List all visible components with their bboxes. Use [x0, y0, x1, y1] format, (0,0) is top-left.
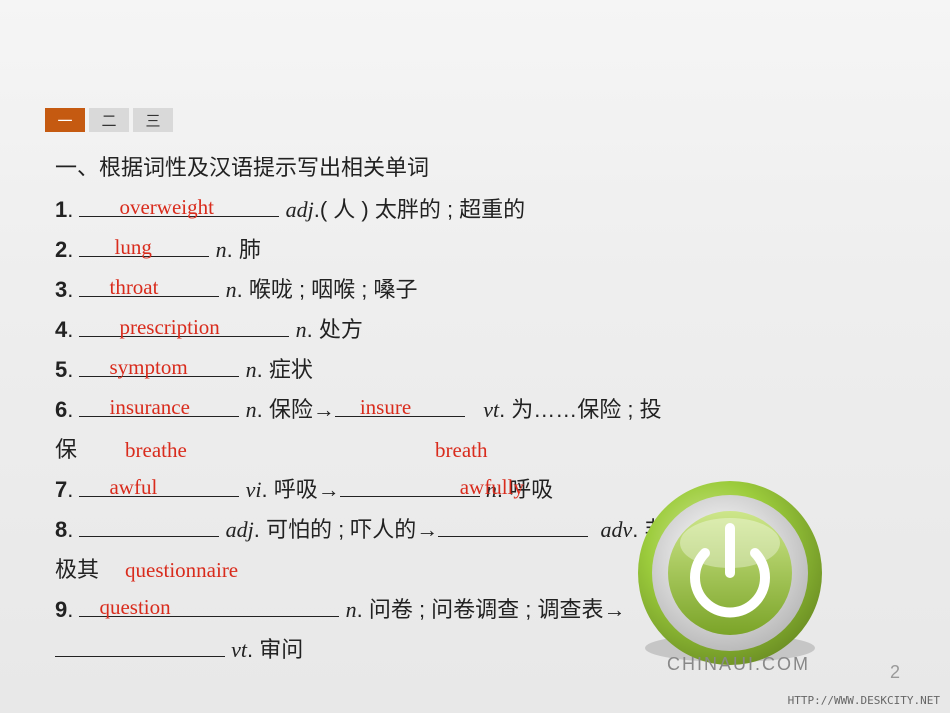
- definition: . 问卷 ; 问卷调查 ; 调查表→: [357, 597, 626, 622]
- tab-two[interactable]: 二: [89, 108, 129, 132]
- definition: . 肺: [227, 237, 261, 262]
- definition: . 喉咙 ; 咽喉 ; 嗓子: [237, 277, 418, 302]
- definition-cont: 保: [55, 437, 77, 462]
- item-1: 1. overweight adj.( 人 ) 太胖的 ; 超重的: [55, 190, 910, 230]
- page-number: 2: [890, 662, 900, 683]
- answer-text: symptom: [109, 347, 187, 387]
- answer-text: breath: [435, 430, 487, 470]
- answer-text: awfully: [460, 467, 524, 507]
- item-4: 4. prescription n. 处方: [55, 310, 910, 350]
- definition: . 为……保险 ; 投: [499, 397, 662, 422]
- item-6-cont: 保 breathe breath: [55, 430, 910, 470]
- item-6: 6. insurance n. 保险→insure vt. 为……保险 ; 投: [55, 390, 910, 430]
- pos-label: adj: [286, 197, 314, 222]
- item-number: 1: [55, 197, 67, 222]
- answer-text: question: [99, 587, 170, 627]
- pos-label: adj: [226, 517, 254, 542]
- answer-text: breathe: [125, 430, 187, 470]
- item-3: 3. throat n. 喉咙 ; 咽喉 ; 嗓子: [55, 270, 910, 310]
- pos-label: adv: [601, 517, 633, 542]
- tab-three[interactable]: 三: [133, 108, 173, 132]
- definition: . 呼吸→: [262, 477, 340, 502]
- answer-text: questionnaire: [125, 550, 238, 590]
- item-number: 9: [55, 597, 67, 622]
- item-number: 8: [55, 517, 67, 542]
- definition: . 处方: [307, 317, 363, 342]
- answer-text: insurance: [109, 387, 189, 427]
- pos-label: vi: [246, 477, 262, 502]
- pos-label: n: [246, 397, 257, 422]
- definition: . 症状: [257, 357, 313, 382]
- item-number: 6: [55, 397, 67, 422]
- answer-text: overweight: [119, 187, 213, 227]
- definition: . 保险→: [257, 397, 335, 422]
- watermark-text: CHINAUI.COM: [667, 654, 810, 675]
- item-number: 5: [55, 357, 67, 382]
- item-number: 3: [55, 277, 67, 302]
- answer-text: lung: [114, 227, 151, 267]
- pos-label: n: [346, 597, 357, 622]
- item-number: 7: [55, 477, 67, 502]
- item-number: 2: [55, 237, 67, 262]
- pos-label: n: [246, 357, 257, 382]
- tab-one[interactable]: 一: [45, 108, 85, 132]
- item-5: 5. symptom n. 症状: [55, 350, 910, 390]
- power-button-logo: [630, 473, 830, 673]
- answer-text: prescription: [119, 307, 219, 347]
- definition-cont: 极其: [55, 557, 99, 582]
- pos-label: n: [296, 317, 307, 342]
- answer-text: awful: [109, 467, 157, 507]
- definition: .( 人 ) 太胖的 ; 超重的: [314, 197, 525, 222]
- answer-text: throat: [109, 267, 158, 307]
- pos-label: n: [216, 237, 227, 262]
- pos-label: vt: [231, 637, 247, 662]
- item-2: 2. lung n. 肺: [55, 230, 910, 270]
- definition: . 审问: [247, 637, 303, 662]
- item-number: 4: [55, 317, 67, 342]
- definition: . 可怕的 ; 吓人的→: [254, 517, 439, 542]
- url-watermark: HTTP://WWW.DESKCITY.NET: [788, 694, 940, 707]
- pos-label: n: [226, 277, 237, 302]
- tab-bar: 一 二 三: [45, 108, 173, 132]
- pos-label: vt: [483, 397, 499, 422]
- section-heading: 一、根据词性及汉语提示写出相关单词: [55, 148, 910, 188]
- answer-text: insure: [360, 387, 411, 427]
